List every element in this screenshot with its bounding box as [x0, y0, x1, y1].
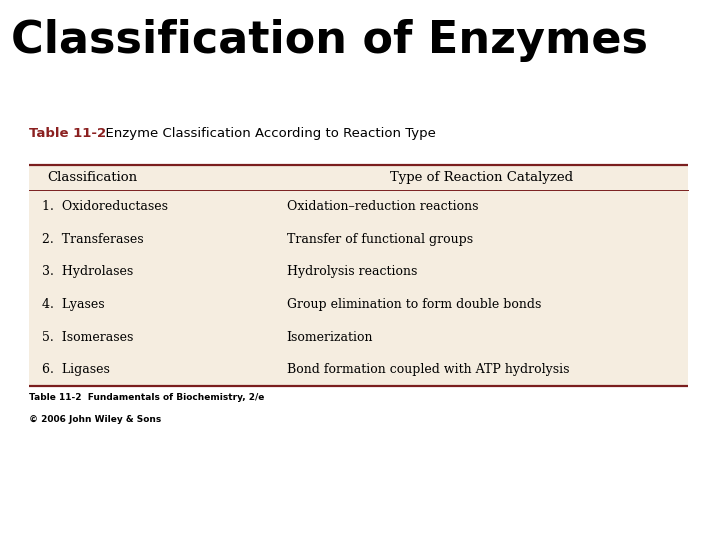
Text: Classification: Classification	[47, 171, 137, 184]
Text: Group elimination to form double bonds: Group elimination to form double bonds	[287, 298, 541, 311]
Text: Table 11-2: Table 11-2	[29, 127, 106, 140]
Text: 1.  Oxidoreductases: 1. Oxidoreductases	[42, 200, 168, 213]
Text: Bond formation coupled with ATP hydrolysis: Bond formation coupled with ATP hydrolys…	[287, 363, 569, 376]
Text: 5.  Isomerases: 5. Isomerases	[42, 330, 133, 343]
Text: 4.  Lyases: 4. Lyases	[42, 298, 104, 311]
Text: Table 11-2  Fundamentals of Biochemistry, 2/e: Table 11-2 Fundamentals of Biochemistry,…	[29, 393, 264, 402]
Text: Transfer of functional groups: Transfer of functional groups	[287, 233, 473, 246]
FancyBboxPatch shape	[29, 165, 688, 386]
Text: 6.  Ligases: 6. Ligases	[42, 363, 109, 376]
Text: Oxidation–reduction reactions: Oxidation–reduction reactions	[287, 200, 478, 213]
Text: 3.  Hydrolases: 3. Hydrolases	[42, 265, 133, 278]
Text: Enzyme Classification According to Reaction Type: Enzyme Classification According to React…	[97, 127, 436, 140]
Text: Hydrolysis reactions: Hydrolysis reactions	[287, 265, 417, 278]
Text: 2.  Transferases: 2. Transferases	[42, 233, 143, 246]
Text: Type of Reaction Catalyzed: Type of Reaction Catalyzed	[390, 171, 573, 184]
Text: Classification of Enzymes: Classification of Enzymes	[11, 19, 648, 62]
Text: Isomerization: Isomerization	[287, 330, 373, 343]
Text: © 2006 John Wiley & Sons: © 2006 John Wiley & Sons	[29, 415, 161, 424]
